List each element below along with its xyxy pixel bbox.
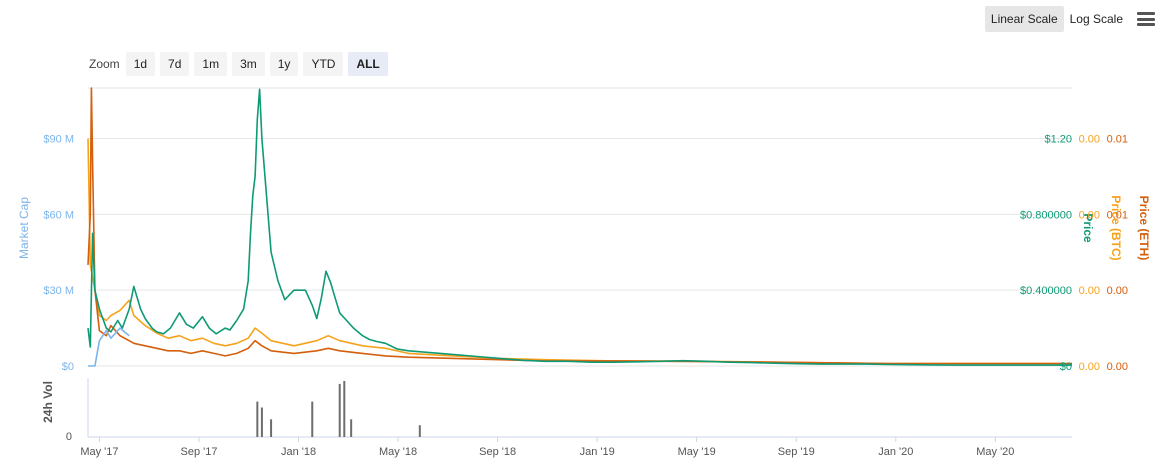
x-tick-label: Jan '18 bbox=[281, 446, 316, 458]
zoom-1d-button[interactable]: 1d bbox=[125, 52, 156, 76]
x-tick-label: Sep '19 bbox=[778, 446, 815, 458]
price-btc-axis-label: Price (BTC) bbox=[1109, 195, 1123, 260]
x-tick-label: May '19 bbox=[678, 446, 716, 458]
chart-grid bbox=[87, 87, 1072, 442]
zoom-all-button[interactable]: ALL bbox=[348, 52, 388, 76]
btc-tick-label: 0.00 bbox=[1079, 209, 1100, 221]
eth-tick-label: 0.01 bbox=[1107, 209, 1128, 221]
left-tick-label: $30 M bbox=[43, 285, 74, 297]
price-tick-label: $0.800000 bbox=[1020, 209, 1072, 221]
price-tick-label: $1.20 bbox=[1044, 134, 1072, 146]
x-tick-label: May '18 bbox=[379, 446, 417, 458]
zoom-ytd-button[interactable]: YTD bbox=[303, 52, 344, 76]
volume-bar bbox=[338, 383, 341, 437]
zoom-3m-button[interactable]: 3m bbox=[232, 52, 265, 76]
series-line-price-btc bbox=[87, 138, 1072, 365]
price-tick-label: $0 bbox=[1060, 361, 1072, 373]
volume-bar bbox=[270, 419, 273, 437]
hamburger-menu-icon[interactable] bbox=[1137, 12, 1155, 26]
left-tick-label: $90 M bbox=[43, 134, 74, 146]
series-line-market-cap bbox=[88, 327, 130, 367]
zoom-1y-button[interactable]: 1y bbox=[269, 52, 299, 76]
volume-panel bbox=[256, 380, 421, 437]
volume-bar bbox=[418, 425, 421, 437]
price-eth-axis-label: Price (ETH) bbox=[1137, 196, 1151, 261]
scale-toggle: Linear Scale Log Scale bbox=[984, 6, 1155, 32]
x-tick-label: Jan '20 bbox=[878, 446, 913, 458]
btc-tick-label: 0.00 bbox=[1079, 285, 1100, 297]
x-tick-label: Jan '19 bbox=[580, 446, 615, 458]
x-tick-label: May '20 bbox=[976, 446, 1014, 458]
eth-tick-label: 0.00 bbox=[1107, 361, 1128, 373]
zoom-1m-button[interactable]: 1m bbox=[194, 52, 228, 76]
volume-bar bbox=[260, 407, 263, 437]
x-tick-label: Sep '18 bbox=[479, 446, 516, 458]
chart-axes: Market Cap 24h Vol Price Price (BTC) Pri… bbox=[17, 134, 1151, 458]
x-tick-label: May '17 bbox=[80, 446, 118, 458]
volume-tick-label: 0 bbox=[66, 431, 72, 443]
price-tick-label: $0.400000 bbox=[1020, 285, 1072, 297]
left-tick-label: $60 M bbox=[43, 209, 74, 221]
volume-bar bbox=[311, 401, 314, 437]
volume-bar bbox=[343, 380, 346, 437]
zoom-label: Zoom bbox=[89, 57, 120, 71]
series-line-price bbox=[87, 88, 1072, 366]
linear-scale-button[interactable]: Linear Scale bbox=[984, 6, 1064, 32]
volume-axis-label: 24h Vol bbox=[41, 381, 55, 423]
btc-tick-label: 0.00 bbox=[1079, 361, 1100, 373]
btc-tick-label: 0.00 bbox=[1079, 134, 1100, 146]
left-tick-label: $0 bbox=[62, 361, 74, 373]
eth-tick-label: 0.01 bbox=[1107, 134, 1128, 146]
volume-bar bbox=[350, 419, 353, 437]
eth-tick-label: 0.00 bbox=[1107, 285, 1128, 297]
log-scale-button[interactable]: Log Scale bbox=[1069, 12, 1123, 26]
volume-bar bbox=[256, 401, 259, 437]
zoom-7d-button[interactable]: 7d bbox=[160, 52, 190, 76]
chart-series bbox=[87, 87, 1072, 367]
price-axis-label: Price bbox=[1081, 213, 1095, 243]
zoom-bar: Zoom 1d 7d 1m 3m 1y YTD ALL bbox=[89, 52, 393, 76]
x-tick-label: Sep '17 bbox=[181, 446, 218, 458]
market-cap-axis-label: Market Cap bbox=[17, 197, 31, 259]
